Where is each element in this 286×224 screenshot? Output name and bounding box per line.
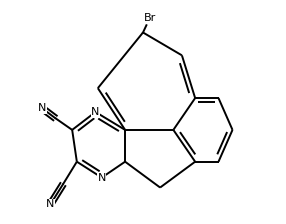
Text: Br: Br	[144, 13, 156, 23]
Text: N: N	[91, 107, 100, 117]
Text: N: N	[38, 103, 46, 113]
Text: N: N	[98, 172, 106, 183]
Text: N: N	[46, 199, 55, 209]
